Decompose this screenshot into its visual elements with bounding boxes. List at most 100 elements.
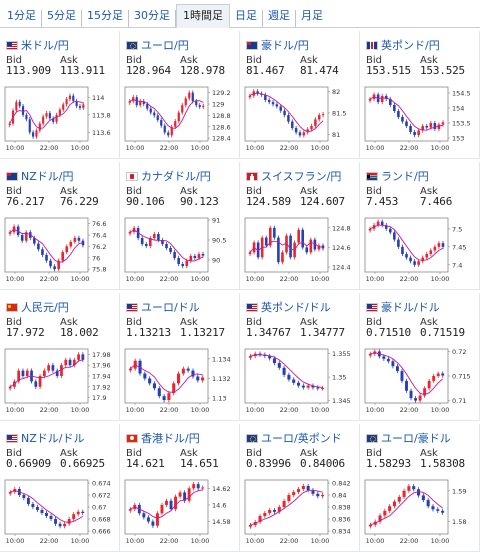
pair-name[interactable]: 豪ドル/円 <box>261 39 309 52</box>
candle-body <box>156 115 159 120</box>
candle-body <box>24 232 28 241</box>
ask-label: Ask <box>180 186 198 197</box>
tab-timeframe[interactable]: 1時間足 <box>176 4 230 28</box>
candle-body <box>368 99 372 101</box>
price-chart[interactable]: 7.57.457.410:00 22:00 10:00 <box>360 212 480 287</box>
pair-name[interactable]: 豪ドル/ドル <box>381 301 440 314</box>
candle-body <box>161 240 164 244</box>
price-chart[interactable]: 14.62 14.6 14.58 10:00 22:00 10:00 <box>120 474 240 549</box>
candle-body <box>8 386 12 389</box>
pair-name[interactable]: ユーロ/ドル <box>141 301 200 314</box>
moving-average-line <box>9 228 84 263</box>
tab-timeframe[interactable]: 月足 <box>301 9 323 22</box>
pair-name[interactable]: ユーロ/英ポンド <box>261 432 342 445</box>
x-tick-label: 22:00 <box>160 406 179 414</box>
y-tick-label: 76 <box>92 254 100 262</box>
pair-name[interactable]: ランド/円 <box>381 170 429 183</box>
bid-value: 0.66909 <box>6 457 51 470</box>
candle-body <box>177 112 180 122</box>
pair-link[interactable]: ユーロ/英ポンド <box>246 430 342 446</box>
y-tick-label: 154 <box>452 105 464 113</box>
pair-link[interactable]: 英ポンド/ドル <box>246 299 331 315</box>
bid-label: Bid <box>6 448 22 459</box>
pair-name[interactable]: ユーロ/豪ドル <box>381 432 451 445</box>
x-tick-label: 10:00 <box>191 144 210 152</box>
price-chart[interactable]: 1.59 1.58 10:00 22:00 10:00 <box>360 474 480 549</box>
pair-name[interactable]: スイスフラン/円 <box>261 170 342 183</box>
pair-name[interactable]: NZドル/円 <box>21 170 74 183</box>
tab-timeframe[interactable]: 日足 <box>230 10 263 27</box>
pair-link[interactable]: スイスフラン/円 <box>246 168 341 184</box>
candle-body <box>313 239 317 250</box>
candle-body <box>316 493 320 497</box>
pair-link[interactable]: ランド/円 <box>366 168 429 184</box>
pair-name[interactable]: 英ポンド/円 <box>381 39 440 52</box>
pair-name[interactable]: 英ポンド/ドル <box>261 301 331 314</box>
price-chart[interactable]: 91 90.5 90 10:00 22:00 10:00 <box>120 212 240 287</box>
tab-timeframe[interactable]: 30分足 <box>129 10 176 27</box>
pair-link[interactable]: 豪ドル/ドル <box>366 299 440 315</box>
y-tick-label: 114 <box>92 94 104 102</box>
pair-link[interactable]: ユーロ/ドル <box>126 299 200 315</box>
y-tick-label: 129 <box>212 101 224 109</box>
candle-body <box>413 132 416 135</box>
candle-body <box>388 506 392 511</box>
pair-link[interactable]: NZドル/ドル <box>6 430 84 446</box>
pair-name[interactable]: 米ドル/円 <box>21 39 69 52</box>
pair-link[interactable]: 豪ドル/円 <box>246 37 309 53</box>
pair-name[interactable]: 香港ドル/円 <box>141 432 200 445</box>
tab-timeframe[interactable]: 1分足 <box>2 10 42 27</box>
pair-link[interactable]: ユーロ/円 <box>126 37 189 53</box>
candle-body <box>412 486 416 490</box>
moving-average-line <box>369 96 444 131</box>
x-tick-label: 22:00 <box>160 275 179 283</box>
pair-link[interactable]: 香港ドル/円 <box>126 430 200 446</box>
currency-panel: 米ドル/円 Bid Ask 113.909 113.911 114 113.8 113.6 10… <box>0 31 120 159</box>
pair-name[interactable]: カナダドル/円 <box>141 170 211 183</box>
tab-timeframe[interactable]: 5分足 <box>42 10 82 27</box>
candle-body <box>429 123 433 128</box>
bid-value: 1.34767 <box>246 326 291 339</box>
candle-body <box>32 132 35 137</box>
candle-body <box>174 121 177 127</box>
candle-body <box>72 95 75 101</box>
pair-name[interactable]: NZドル/ドル <box>21 432 85 445</box>
pair-link[interactable]: 人民元/円 <box>6 299 69 315</box>
candle-body <box>393 105 396 111</box>
candle-body <box>376 221 380 226</box>
pair-link[interactable]: 英ポンド/円 <box>366 37 440 53</box>
x-tick-label: 10:00 <box>366 275 385 283</box>
pair-link[interactable]: NZドル/円 <box>6 168 73 184</box>
candle-body <box>311 490 315 494</box>
candle-body <box>248 95 252 98</box>
y-tick-label: 153.5 <box>452 120 471 128</box>
x-tick-label: 10:00 <box>246 275 265 283</box>
tab-timeframe[interactable]: 週足 <box>263 10 296 27</box>
pair-link[interactable]: 米ドル/円 <box>6 37 69 53</box>
x-tick-label: 10:00 <box>191 406 210 414</box>
candle-body <box>47 365 51 371</box>
tab-timeframe[interactable]: 15分足 <box>82 10 129 27</box>
bid-value: 1.58293 <box>366 457 411 470</box>
pair-link[interactable]: カナダドル/円 <box>126 168 211 184</box>
moving-average-line <box>129 98 204 129</box>
pair-name[interactable]: 人民元/円 <box>21 301 69 314</box>
candle-body <box>416 489 421 496</box>
bid-value: 7.453 <box>366 195 399 208</box>
candle-body <box>72 359 76 366</box>
pair-name[interactable]: ユーロ/円 <box>141 39 189 52</box>
pair-link[interactable]: ユーロ/豪ドル <box>366 430 451 446</box>
candle-body <box>165 500 168 505</box>
